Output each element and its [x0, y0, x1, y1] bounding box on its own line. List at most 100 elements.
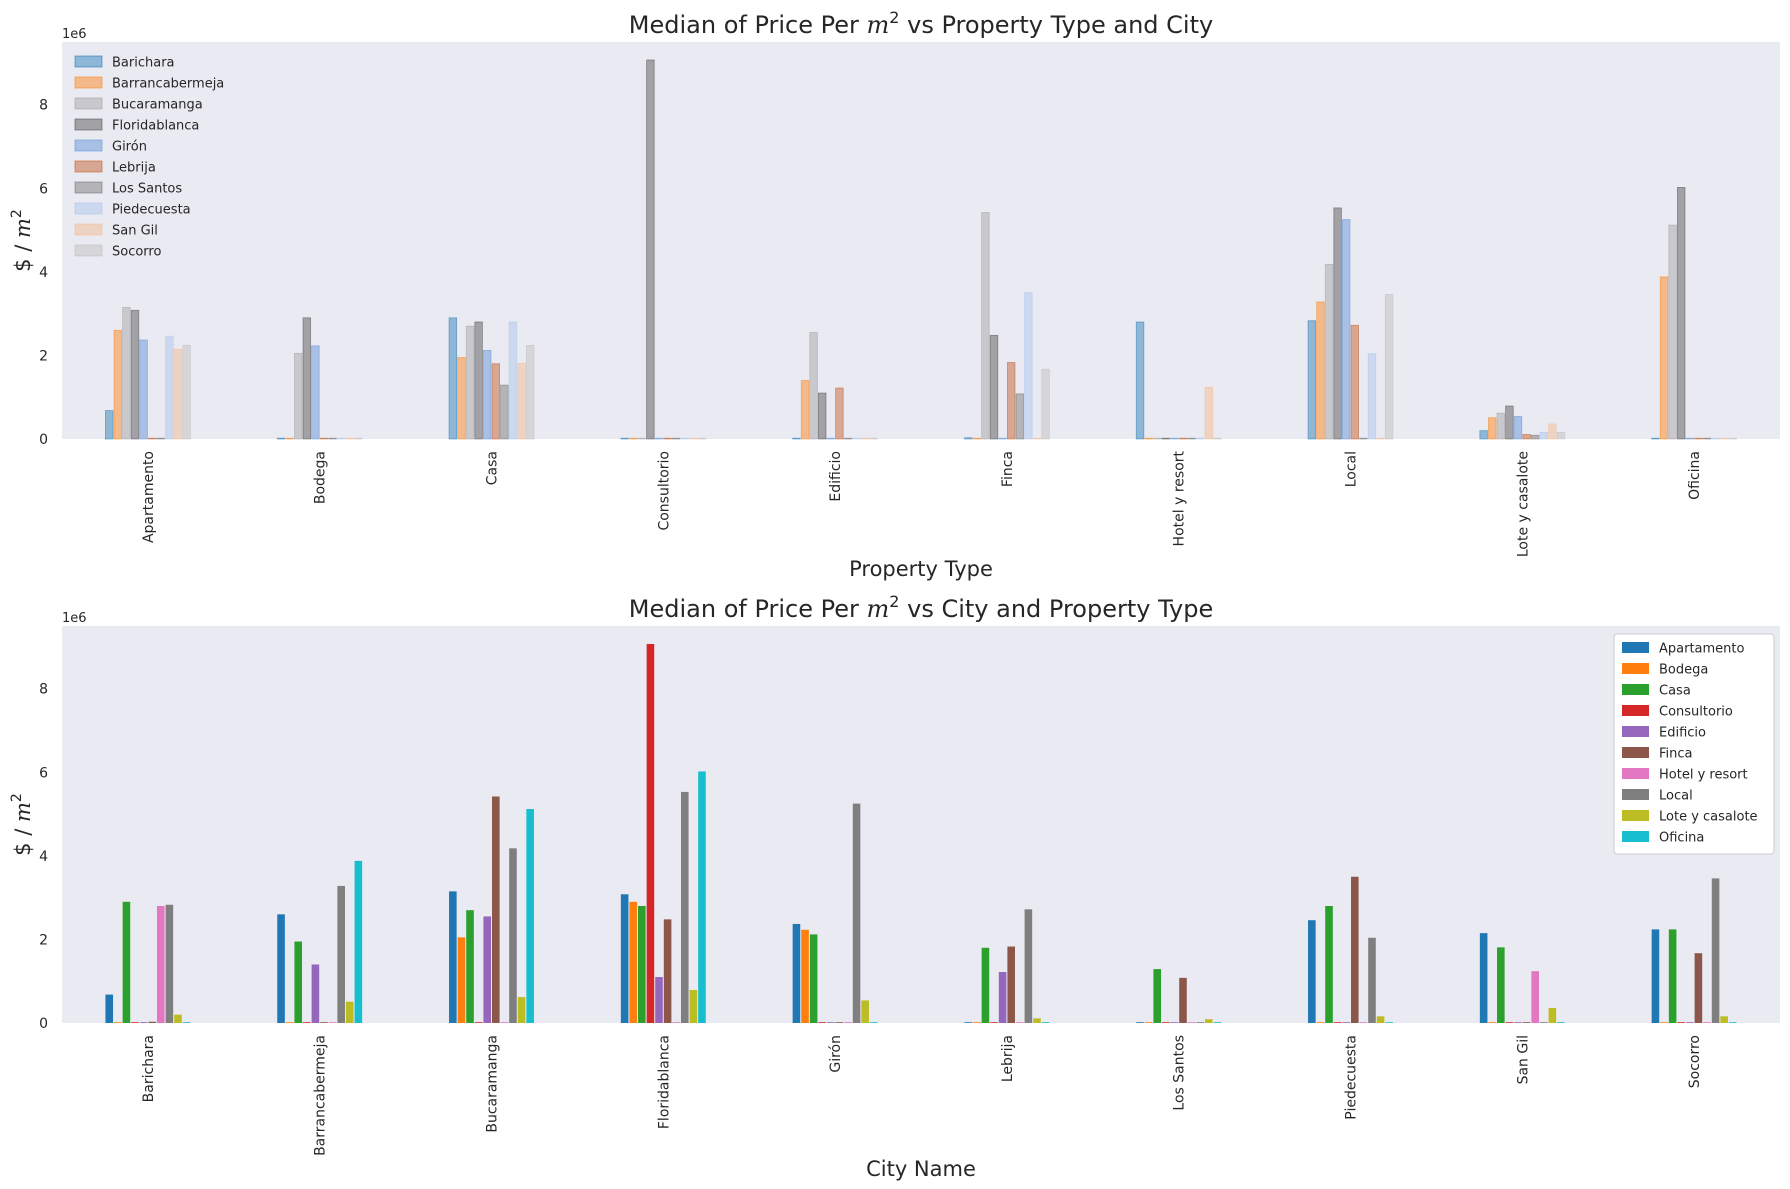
- x-tick-label: Consultorio: [656, 451, 672, 531]
- x-tick-label: Socorro: [1687, 1035, 1703, 1088]
- legend-swatch: [1622, 705, 1649, 716]
- legend-label: Barrancabermeja: [112, 77, 224, 92]
- bar: [1213, 1022, 1222, 1023]
- bar: [1368, 937, 1376, 1023]
- bar: [964, 437, 973, 440]
- x-axis-label: Property Type: [849, 557, 993, 581]
- y-tick-label: 0: [39, 1016, 48, 1032]
- bar: [1041, 1022, 1050, 1023]
- bar: [1333, 1022, 1342, 1023]
- bar: [465, 325, 475, 440]
- bar: [336, 437, 346, 440]
- legend-label: Floridablanca: [112, 119, 199, 134]
- y-tick-label: 8: [39, 682, 48, 698]
- bar: [1539, 1022, 1548, 1023]
- bar: [457, 937, 466, 1023]
- bar: [638, 905, 646, 1023]
- bar: [1513, 416, 1523, 440]
- bar: [818, 392, 827, 440]
- bar: [1522, 1022, 1531, 1023]
- bar: [165, 335, 174, 440]
- x-tick-label: Lebrija: [1000, 1035, 1016, 1082]
- bar: [114, 1022, 122, 1023]
- legend-label: Hotel y resort: [1659, 768, 1748, 783]
- legend-label: Lote y casalote: [1659, 810, 1758, 825]
- bar: [449, 891, 457, 1023]
- bar: [1557, 1022, 1565, 1023]
- bar: [826, 437, 836, 440]
- bar: [1316, 1022, 1325, 1023]
- bar: [105, 994, 114, 1023]
- bar: [517, 997, 526, 1023]
- bar: [1531, 971, 1539, 1023]
- bar: [1359, 437, 1368, 440]
- bar: [139, 339, 148, 440]
- bar: [989, 334, 999, 440]
- bar: [130, 309, 140, 440]
- legend-label: Barichara: [112, 56, 175, 71]
- plot-area: [62, 626, 1780, 1023]
- bar: [294, 352, 303, 440]
- bar: [1024, 909, 1033, 1023]
- legend-swatch: [74, 76, 103, 89]
- bar: [1015, 393, 1024, 440]
- chart-title: Median of Price Per m2 vs City and Prope…: [629, 592, 1213, 623]
- legend-swatch: [74, 223, 103, 236]
- bar: [113, 329, 123, 440]
- bar: [973, 1022, 981, 1023]
- bar: [1015, 1022, 1024, 1023]
- bar: [525, 344, 535, 440]
- bar: [1333, 207, 1342, 440]
- bar: [1342, 219, 1351, 440]
- legend-swatch: [1622, 789, 1649, 800]
- bar: [672, 1022, 680, 1023]
- bar: [509, 848, 517, 1023]
- bar: [1007, 362, 1016, 440]
- legend-label: Consultorio: [1659, 705, 1733, 720]
- legend-swatch: [74, 97, 103, 110]
- bar: [276, 437, 286, 440]
- bar: [1385, 1022, 1393, 1023]
- y-tick-label: 0: [39, 432, 48, 448]
- bar: [689, 989, 698, 1023]
- bar: [1659, 276, 1669, 440]
- bar: [302, 317, 312, 440]
- bar: [1496, 412, 1506, 440]
- x-tick-label: Finca: [1000, 451, 1016, 487]
- y-tick-label: 4: [39, 849, 48, 865]
- bar: [1668, 929, 1677, 1023]
- bar: [1350, 324, 1359, 440]
- bar: [1651, 929, 1660, 1023]
- bar: [1514, 1022, 1522, 1023]
- bar: [1179, 977, 1187, 1023]
- legend-swatch: [1622, 663, 1649, 674]
- bar: [483, 350, 492, 440]
- bar: [122, 901, 131, 1023]
- legend-swatch: [74, 139, 103, 152]
- bar: [491, 363, 500, 440]
- bar: [1342, 1022, 1350, 1023]
- bar: [1161, 437, 1171, 440]
- bar: [1479, 430, 1488, 440]
- x-tick-label: Local: [1344, 451, 1360, 487]
- bar: [285, 437, 294, 440]
- bar: [182, 1022, 191, 1023]
- bar: [1728, 437, 1737, 440]
- bar: [1522, 434, 1531, 440]
- bar: [698, 771, 706, 1023]
- bar: [671, 437, 681, 440]
- bar: [1196, 1022, 1204, 1023]
- bar: [680, 791, 689, 1023]
- x-tick-label: Los Santos: [1172, 1035, 1188, 1111]
- bar: [1548, 423, 1557, 440]
- bar: [1213, 437, 1222, 440]
- bar: [972, 437, 982, 440]
- bar: [1694, 437, 1703, 440]
- bar: [792, 923, 801, 1023]
- bar: [620, 437, 629, 440]
- y-tick-label: 4: [39, 265, 48, 281]
- legend-label: Los Santos: [112, 182, 182, 197]
- bar: [165, 904, 174, 1023]
- legend-box: [1613, 633, 1775, 855]
- bar: [483, 916, 491, 1023]
